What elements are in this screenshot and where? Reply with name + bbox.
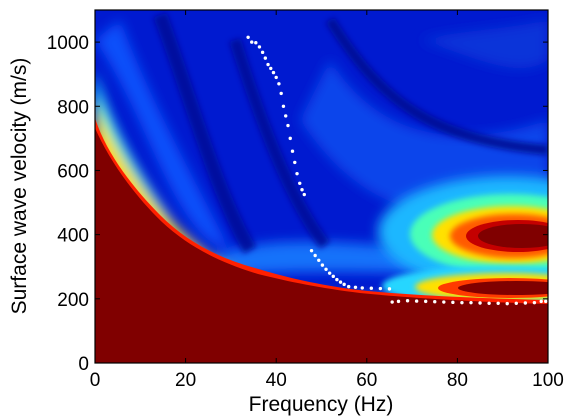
picked-point (246, 35, 250, 39)
x-tick-label: 100 (532, 370, 564, 391)
picked-point (317, 258, 321, 263)
picked-point (360, 286, 364, 290)
picked-point (260, 50, 265, 55)
picked-point (433, 300, 437, 304)
picked-point (469, 300, 473, 305)
picked-point (257, 45, 262, 49)
x-axis-label: Frequency (Hz) (249, 393, 394, 416)
y-tick-label: 0 (78, 354, 89, 375)
picked-point (378, 286, 383, 291)
x-tick-label: 60 (356, 370, 377, 391)
x-tick-label: 0 (90, 370, 101, 391)
y-axis-label: Surface wave velocity (m/s) (8, 58, 31, 315)
picked-point (250, 40, 254, 44)
heatmap-area (95, 10, 548, 363)
y-tick-label: 1000 (47, 33, 89, 54)
picked-point (284, 114, 288, 118)
picked-point (277, 82, 281, 86)
picked-point (290, 149, 295, 153)
x-tick-label: 40 (266, 370, 287, 391)
picked-points-higher-mode (246, 35, 306, 197)
picked-point (338, 280, 343, 284)
picked-point (460, 300, 464, 305)
picked-point (442, 300, 446, 304)
picked-point (281, 104, 286, 108)
picked-point (295, 171, 299, 176)
x-axis: 0 20 40 60 80 100 (90, 10, 564, 391)
picked-point (505, 301, 509, 306)
heatmap-troughs (153, 12, 548, 254)
picked-point (353, 285, 358, 289)
picked-point (396, 299, 401, 304)
picked-point (523, 301, 528, 305)
plot-frame (94, 9, 549, 364)
x-tick-label: 20 (175, 370, 196, 391)
picked-point (451, 300, 455, 305)
picked-point (514, 301, 518, 306)
y-tick-label: 600 (57, 161, 89, 182)
picked-point (342, 282, 346, 287)
picked-point (346, 284, 351, 289)
picked-point (279, 91, 283, 96)
picked-point (293, 160, 297, 165)
picked-point (263, 56, 268, 60)
picked-point (539, 299, 543, 304)
picked-point (327, 271, 332, 275)
picked-point (266, 62, 270, 67)
picked-point (387, 287, 392, 291)
picked-point (414, 299, 419, 303)
picked-point (254, 41, 258, 45)
picked-point (369, 286, 374, 290)
picked-point (405, 299, 410, 303)
picked-point (496, 301, 500, 306)
y-axis: 0 200 400 600 800 1000 (47, 33, 548, 375)
picked-point (298, 181, 302, 185)
picked-point (313, 253, 317, 258)
picked-point (286, 123, 290, 128)
y-tick-label: 200 (57, 290, 89, 311)
picked-point (320, 263, 325, 267)
picked-point (324, 267, 328, 271)
picked-points-fundamental-mode (309, 248, 548, 306)
y-tick-label: 400 (57, 226, 89, 247)
picked-point (487, 301, 491, 306)
picked-point (423, 299, 428, 304)
y-tick-label: 800 (57, 97, 89, 118)
picked-point (478, 301, 482, 305)
picked-point (544, 299, 548, 304)
picked-point (271, 70, 276, 75)
picked-point (390, 300, 394, 304)
picked-point (300, 188, 304, 192)
picked-point (274, 75, 278, 80)
picked-point (335, 277, 339, 282)
picked-point (288, 136, 292, 141)
picked-point (532, 300, 537, 305)
picked-point (331, 274, 335, 279)
x-tick-label: 80 (447, 370, 468, 391)
picked-point (302, 192, 306, 197)
picked-point (269, 66, 273, 71)
picked-point (309, 248, 314, 253)
